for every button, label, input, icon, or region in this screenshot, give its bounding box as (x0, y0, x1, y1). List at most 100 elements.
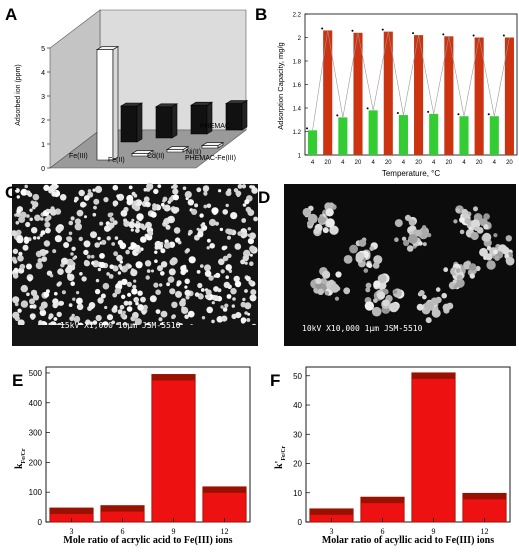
sem-particle (70, 252, 74, 256)
sem-particle (200, 288, 205, 292)
y-tick-label: 4 (41, 70, 45, 77)
sem-particle (43, 184, 50, 191)
sem-particle (456, 274, 463, 281)
y-tick-label: 3 (41, 94, 45, 101)
sem-particle (39, 309, 47, 317)
sem-particle (22, 244, 29, 251)
sem-particle (245, 276, 251, 282)
sem-particle (373, 280, 381, 288)
y-tick-label: 5 (41, 46, 45, 53)
sem-particle (127, 300, 133, 306)
sem-particle (200, 223, 204, 227)
sem-particle (250, 289, 257, 296)
sem-particle (213, 295, 220, 302)
sem-particle (117, 309, 123, 315)
sem-particle (204, 270, 212, 277)
sem-particle (43, 240, 51, 247)
x-tick-label: 4 (371, 160, 375, 166)
sem-particle (443, 267, 449, 273)
sem-particle (408, 234, 418, 244)
temperature-bar (398, 115, 408, 155)
sem-particle (45, 289, 50, 294)
sem-particle (109, 212, 114, 217)
sem-particle (119, 304, 125, 310)
sem-particle (200, 264, 204, 268)
sem-particle (201, 316, 206, 320)
sem-particle (202, 185, 210, 192)
sem-particle (188, 256, 196, 264)
y-axis-label: Adsorbed ion (ppm) (15, 64, 22, 125)
sem-particle (196, 187, 202, 193)
sem-particle (363, 268, 369, 273)
panel-b: B 1 1.2 1.4 1.6 1.8 2 2.2 Adsorption Capacity, … (255, 0, 519, 180)
sem-particle (177, 240, 182, 245)
sem-particle (237, 184, 243, 189)
sem-particle (119, 242, 127, 250)
sem-particle (40, 217, 44, 221)
sem-particle (154, 250, 158, 254)
sem-particle (19, 263, 26, 270)
sem-particle (315, 277, 322, 285)
sem-particle (102, 282, 110, 290)
x-axis-label: Molar ratio of acyllic acid to Fe(III) i… (322, 535, 494, 546)
sem-particle (49, 184, 57, 192)
temperature-bar (383, 31, 393, 155)
sem-particle (147, 230, 154, 237)
data-bar-cap (202, 486, 247, 493)
sem-particle (16, 195, 20, 199)
sem-particle (483, 213, 490, 220)
sem-particle (114, 287, 122, 295)
sem-particle (68, 231, 73, 236)
sem-particle (83, 195, 90, 201)
sem-particle (89, 321, 94, 326)
sem-particle (203, 204, 208, 209)
sem-particle (205, 289, 212, 296)
sem-particle (123, 300, 129, 306)
x-tick-label: 6 (121, 527, 125, 536)
sem-particle (56, 311, 62, 318)
sem-particle (211, 301, 215, 305)
sem-particle (247, 233, 251, 237)
sem-particle (185, 295, 190, 300)
sem-caption-d: 10kV X10,000 1μm JSM-5510 (302, 324, 423, 333)
sem-particle (106, 272, 110, 276)
sem-particle (159, 283, 163, 287)
sem-particle (51, 191, 57, 197)
trend-line (312, 30, 510, 131)
sem-particle (146, 182, 154, 190)
sem-particle (122, 310, 126, 314)
sem-particle (241, 218, 247, 223)
sem-particle (57, 268, 64, 275)
x-tick-label: 4 (402, 160, 406, 166)
sem-particle (227, 235, 231, 240)
sem-particle (203, 191, 208, 196)
sem-particle (20, 284, 28, 293)
sem-particle (143, 196, 150, 203)
bar-phemac-side (206, 101, 213, 135)
sem-particle (68, 220, 74, 226)
sem-particle (364, 301, 375, 311)
sem-particle (251, 185, 256, 190)
sem-particle (373, 298, 378, 303)
sem-particle (196, 270, 201, 274)
sem-particle (184, 191, 192, 199)
chart-a: 0 1 2 3 4 5 Adsorbed ion (ppm) Fe(III) Fe(II) Cd(… (15, 9, 249, 173)
sem-particle (227, 188, 232, 193)
sem-particle (29, 304, 34, 309)
plot-frame (305, 366, 511, 523)
temperature-bar (459, 116, 469, 155)
sem-particle (505, 235, 512, 242)
sem-particle (505, 256, 515, 266)
sem-particle (52, 249, 57, 254)
sem-particle (325, 208, 334, 217)
x-tick-label: 3 (330, 527, 334, 536)
sem-particle (469, 263, 477, 271)
sem-particle (97, 297, 104, 304)
sem-particle (74, 218, 81, 225)
sem-particle (165, 224, 171, 230)
y-tick-label: 0 (298, 518, 303, 527)
sem-particle (418, 241, 423, 246)
sem-particle (452, 279, 457, 284)
sem-particle (154, 240, 162, 248)
sem-particle (97, 236, 101, 241)
